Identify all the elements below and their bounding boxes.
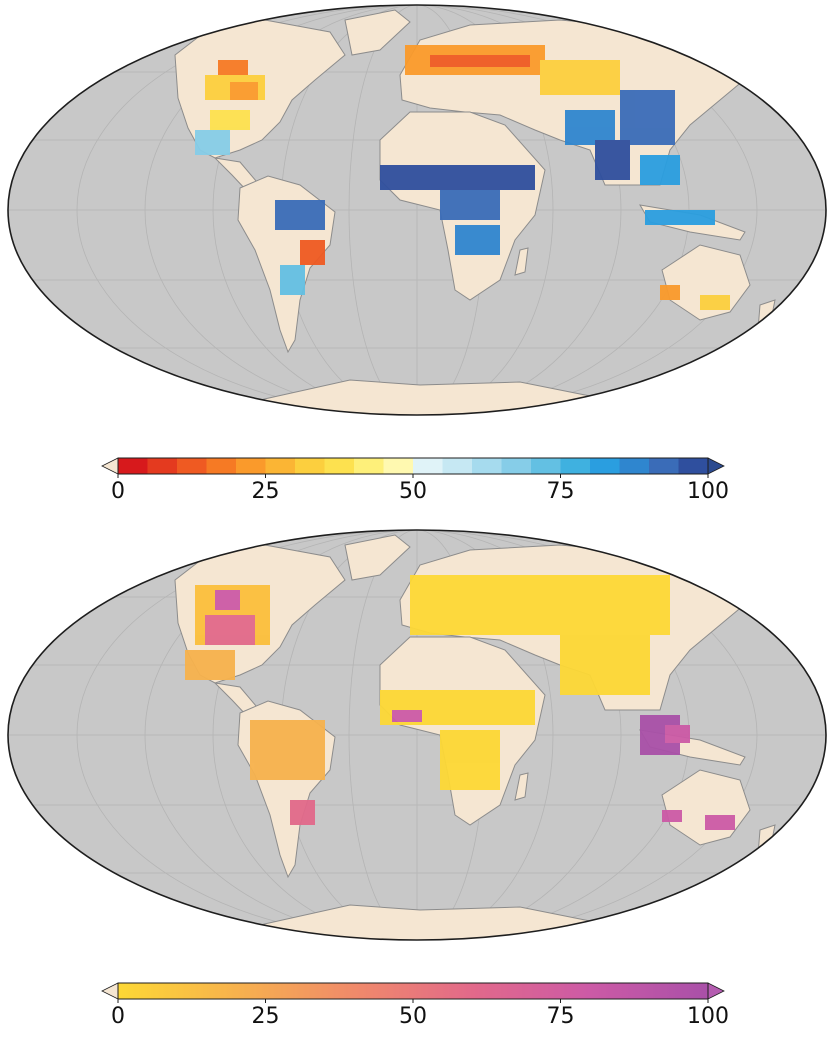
greenland [344,9,411,56]
bottom-colorbar-tick-label-0: 0 [111,1004,125,1029]
bottom-colorbar-tick-label-1: 25 [252,1004,280,1029]
colorbar-low-arrow [101,457,119,475]
greenland [344,534,411,581]
colorbar-high-arrow [707,982,725,1000]
colorbar-cell-9 [383,458,414,474]
colorbar-gradient [118,983,708,999]
colorbar-cell-3 [206,458,237,474]
bottom-colorbar-tick-label-2: 50 [399,1004,427,1029]
top-colorbar-tick-label-0: 0 [111,479,125,504]
colorbar-cell-2 [177,458,207,474]
bottom-colorbar-tick-label-3: 75 [547,1004,575,1029]
madagascar [514,247,529,276]
colorbar-cell-0 [118,458,148,474]
top-colorbar-tick-label-3: 75 [547,479,575,504]
colorbar-cell-12 [472,458,502,474]
colorbar-cell-6 [295,458,325,474]
colorbar-cells [118,458,709,474]
colorbar-cell-18 [649,458,679,474]
madagascar [514,772,529,801]
colorbar-cell-16 [590,458,620,474]
colorbar-cell-17 [619,458,650,474]
colorbar-cell-1 [147,458,178,474]
colorbar-cell-8 [354,458,384,474]
bottom-colorbar-tick-label-4: 100 [687,1004,728,1029]
top-colorbar-tick-label-4: 100 [687,479,728,504]
colorbar-low-arrow [101,982,119,1000]
bottom-world-map [7,529,827,941]
colorbar-high-arrow [707,457,725,475]
new-zealand [757,299,776,331]
top-colorbar-tick-label-1: 25 [252,479,280,504]
top-colorbar: 0 25 50 75 100 [101,457,728,504]
data-overlay [195,45,730,310]
top-colorbar-tick-label-2: 50 [399,479,427,504]
colorbar-cell-19 [678,458,709,474]
map-border [7,529,827,941]
colorbar-cell-11 [442,458,473,474]
colorbar-cell-14 [531,458,561,474]
top-world-map [7,4,827,416]
colorbar-cell-4 [236,458,266,474]
bottom-colorbar: 0 25 50 75 100 [101,982,728,1029]
colorbar-cell-7 [324,458,355,474]
colorbar-tick-labels: 0 25 50 75 100 [111,999,728,1029]
new-zealand [757,824,776,856]
map-border [7,4,827,416]
colorbar-cell-5 [265,458,296,474]
colorbar-cell-15 [560,458,591,474]
colorbar-cell-13 [501,458,532,474]
colorbar-tick-labels: 0 25 50 75 100 [111,474,728,504]
data-overlay [185,575,735,830]
colorbar-cell-10 [413,458,443,474]
